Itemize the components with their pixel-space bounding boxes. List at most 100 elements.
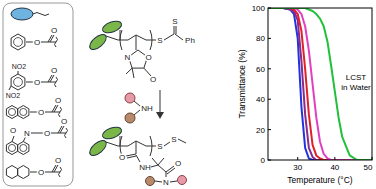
aromatic-circle bbox=[20, 108, 27, 115]
squiggle bbox=[59, 167, 62, 177]
bond bbox=[175, 34, 183, 40]
bond bbox=[45, 112, 52, 113]
bond bbox=[155, 181, 162, 182]
group-icon bbox=[11, 8, 33, 20]
bond bbox=[158, 165, 166, 172]
graphic: OOOONO2NO2OONOOOOOSSPhONONHSSONHON020406… bbox=[0, 0, 376, 189]
bond bbox=[48, 35, 52, 42]
amine-substituent bbox=[146, 177, 155, 186]
linker bbox=[106, 136, 120, 146]
series-line bbox=[268, 8, 372, 160]
bond bbox=[48, 42, 56, 43]
y-tick-label: 80 bbox=[256, 34, 265, 43]
x-tick-label: 50 bbox=[364, 163, 373, 172]
atom-label: O bbox=[51, 66, 57, 75]
bond bbox=[118, 146, 128, 147]
bond bbox=[164, 34, 174, 40]
bond bbox=[166, 166, 174, 172]
bond bbox=[60, 126, 64, 133]
y-tick bbox=[268, 8, 271, 9]
aromatic-circle bbox=[8, 144, 15, 151]
squiggle bbox=[59, 107, 62, 117]
amine-substituent bbox=[178, 176, 187, 185]
squiggle bbox=[65, 128, 68, 138]
bond bbox=[166, 172, 167, 177]
bond bbox=[26, 82, 34, 83]
aromatic-circle bbox=[8, 108, 15, 115]
atom-label: O bbox=[145, 53, 151, 62]
y-tick-label: 40 bbox=[256, 95, 265, 104]
plot-marks bbox=[268, 8, 372, 160]
bond bbox=[152, 158, 158, 165]
bond bbox=[54, 105, 58, 112]
squiggle bbox=[55, 37, 58, 47]
ring bbox=[6, 166, 17, 179]
panel-frame bbox=[3, 3, 73, 186]
atom-label: O bbox=[119, 153, 125, 162]
bond bbox=[50, 75, 54, 82]
bond bbox=[41, 82, 48, 83]
ring bbox=[18, 106, 29, 119]
bond bbox=[52, 105, 56, 112]
series-line bbox=[268, 8, 372, 160]
bond bbox=[167, 168, 175, 174]
atom-label: Ph bbox=[185, 36, 195, 45]
bond bbox=[48, 82, 56, 83]
atom-label: O bbox=[38, 108, 44, 117]
bond bbox=[52, 172, 60, 173]
amine-substituent bbox=[125, 113, 135, 123]
bond bbox=[18, 71, 19, 74]
bond bbox=[126, 154, 136, 156]
atom-label: O bbox=[55, 156, 61, 165]
linker bbox=[106, 30, 120, 40]
bond bbox=[41, 42, 48, 43]
bond bbox=[45, 172, 52, 173]
bond bbox=[151, 165, 158, 167]
x-tick-label: 40 bbox=[330, 163, 339, 172]
bond bbox=[50, 35, 54, 42]
plot-frame bbox=[268, 8, 372, 160]
x-tick bbox=[372, 157, 373, 160]
atom-label: N bbox=[163, 178, 169, 187]
y-tick-label: 20 bbox=[256, 126, 265, 135]
bond bbox=[126, 68, 132, 74]
atom-label: NH bbox=[139, 163, 151, 172]
atom-label: NO2 bbox=[6, 92, 21, 99]
y-tick-label: 60 bbox=[256, 65, 265, 74]
bond bbox=[136, 35, 146, 40]
pendant-icon bbox=[87, 32, 109, 53]
atom-label: O bbox=[175, 159, 181, 168]
atom-label: N bbox=[125, 53, 131, 62]
bond bbox=[164, 142, 170, 146]
ring bbox=[6, 142, 17, 155]
bond bbox=[136, 141, 146, 146]
bond bbox=[26, 42, 34, 43]
pendant-icon bbox=[87, 138, 109, 159]
atom-label: NH bbox=[141, 104, 153, 113]
atom-label: N bbox=[24, 129, 30, 138]
x-tick-label: 30 bbox=[293, 163, 302, 172]
ring bbox=[6, 106, 17, 119]
y-tick bbox=[268, 129, 271, 130]
bond bbox=[12, 136, 14, 142]
bond bbox=[30, 112, 38, 113]
x-axis-label: Temperature (°C) bbox=[287, 175, 352, 185]
bond bbox=[176, 26, 177, 34]
bond bbox=[52, 112, 60, 113]
atom-label: O bbox=[38, 168, 44, 177]
bond bbox=[30, 172, 38, 173]
atom-label: O bbox=[61, 117, 67, 126]
bond bbox=[158, 158, 164, 165]
bond bbox=[174, 26, 175, 34]
amine-substituent bbox=[125, 93, 135, 103]
bond bbox=[178, 139, 186, 143]
y-tick-label: 100 bbox=[252, 4, 266, 13]
bond bbox=[9, 86, 11, 90]
ring bbox=[11, 74, 25, 90]
bond bbox=[132, 68, 144, 69]
series-line bbox=[268, 8, 372, 160]
bond bbox=[146, 146, 156, 147]
bond bbox=[134, 101, 140, 106]
atom-label: S bbox=[157, 36, 162, 45]
atom-label: NO2 bbox=[12, 63, 27, 70]
